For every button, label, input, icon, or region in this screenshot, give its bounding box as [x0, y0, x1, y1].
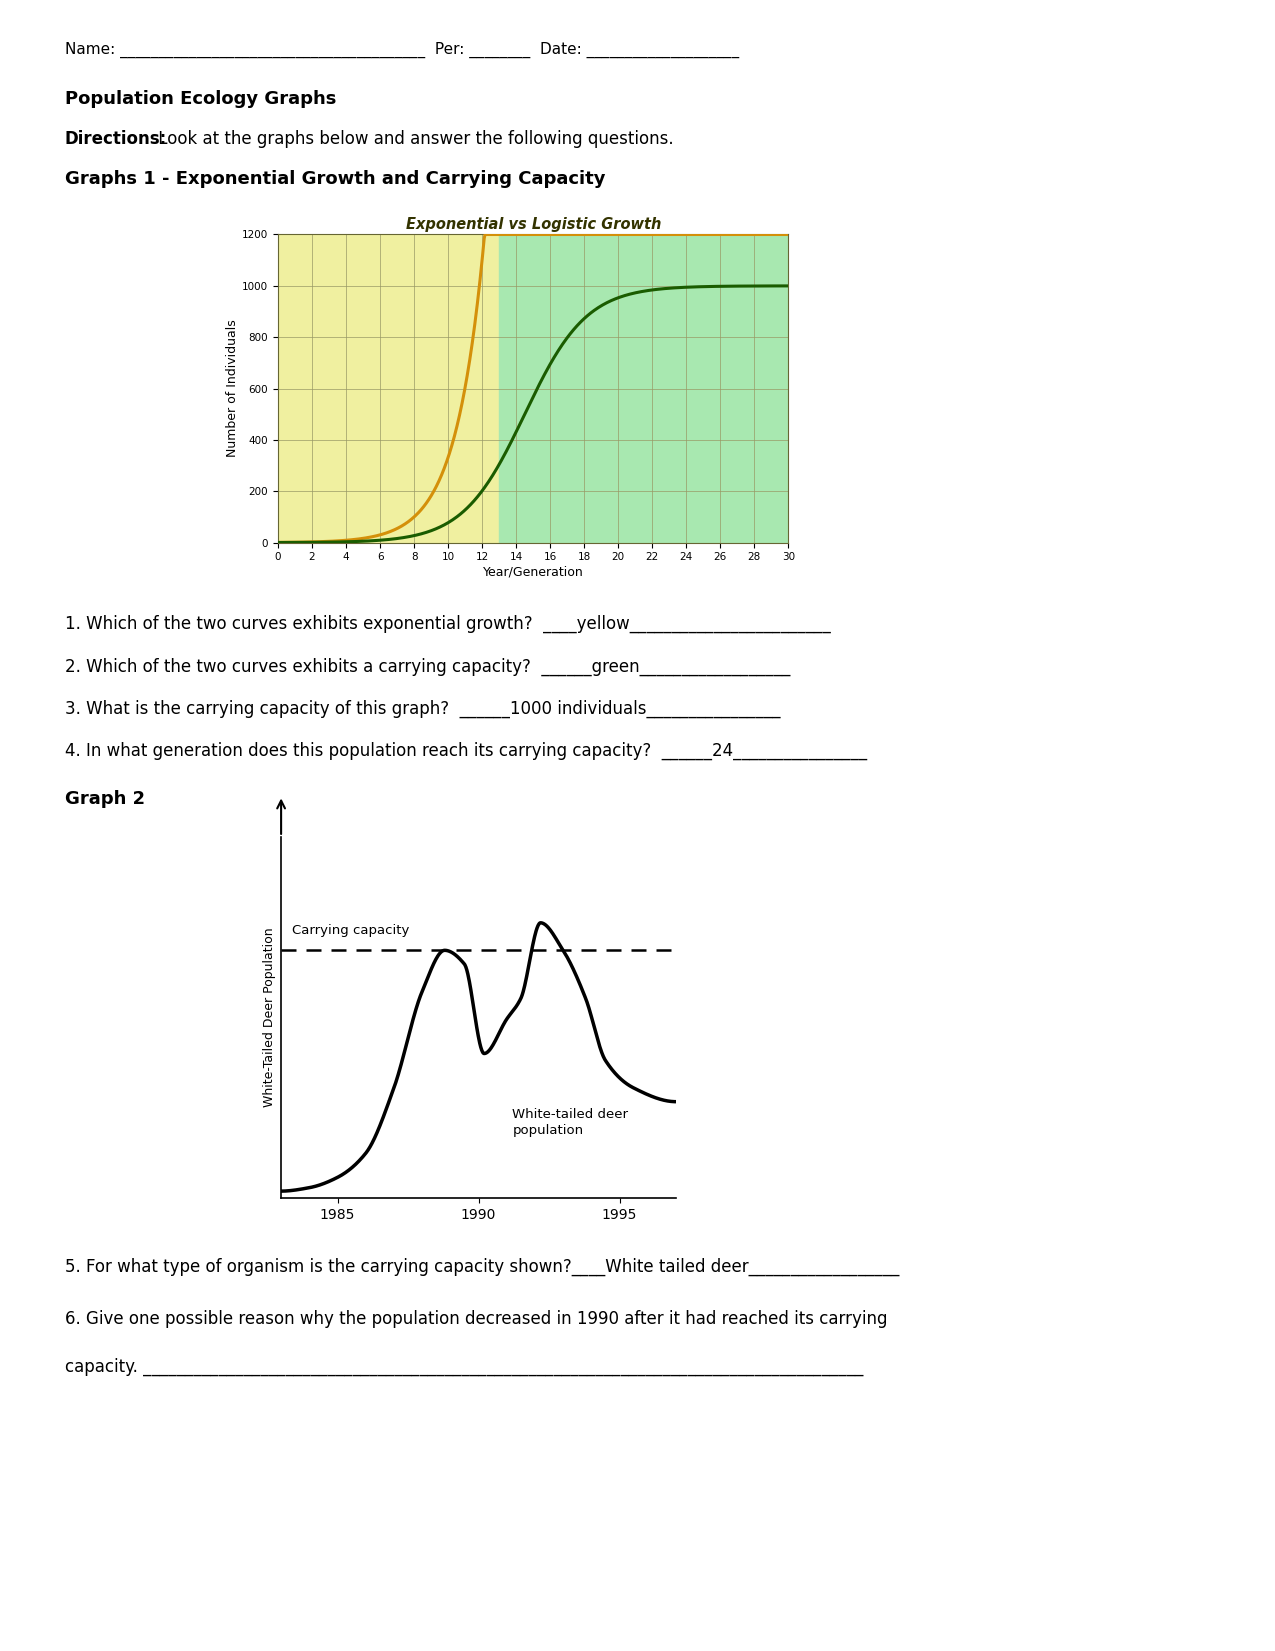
Text: 2. Which of the two curves exhibits a carrying capacity?  ______green___________: 2. Which of the two curves exhibits a ca… — [65, 659, 790, 677]
Text: Name: ________________________________________  Per: ________  Date: ___________: Name: __________________________________… — [65, 41, 739, 58]
Y-axis label: Number of Individuals: Number of Individuals — [226, 320, 240, 457]
Title: Exponential vs Logistic Growth: Exponential vs Logistic Growth — [405, 216, 660, 231]
Text: Carrying capacity: Carrying capacity — [292, 923, 409, 936]
Text: Graph 2: Graph 2 — [65, 789, 145, 807]
Y-axis label: White-Tailed Deer Population: White-Tailed Deer Population — [263, 928, 275, 1108]
Text: 1. Which of the two curves exhibits exponential growth?  ____yellow_____________: 1. Which of the two curves exhibits expo… — [65, 616, 831, 634]
Text: 4. In what generation does this population reach its carrying capacity?  ______2: 4. In what generation does this populati… — [65, 741, 867, 759]
Text: Look at the graphs below and answer the following questions.: Look at the graphs below and answer the … — [153, 130, 673, 149]
Bar — [500, 208, 788, 543]
Text: 5. For what type of organism is the carrying capacity shown?____White tailed dee: 5. For what type of organism is the carr… — [65, 1258, 899, 1276]
Text: White-tailed deer
population: White-tailed deer population — [513, 1108, 629, 1138]
Text: 3. What is the carrying capacity of this graph?  ______1000 individuals_________: 3. What is the carrying capacity of this… — [65, 700, 780, 718]
Text: 6. Give one possible reason why the population decreased in 1990 after it had re: 6. Give one possible reason why the popu… — [65, 1309, 887, 1327]
Text: Directions:: Directions: — [65, 130, 167, 149]
Text: Population Ecology Graphs: Population Ecology Graphs — [65, 91, 337, 107]
Text: Graphs 1 - Exponential Growth and Carrying Capacity: Graphs 1 - Exponential Growth and Carryi… — [65, 170, 606, 188]
Text: capacity. ______________________________________________________________________: capacity. ______________________________… — [65, 1359, 863, 1377]
X-axis label: Year/Generation: Year/Generation — [483, 565, 584, 578]
